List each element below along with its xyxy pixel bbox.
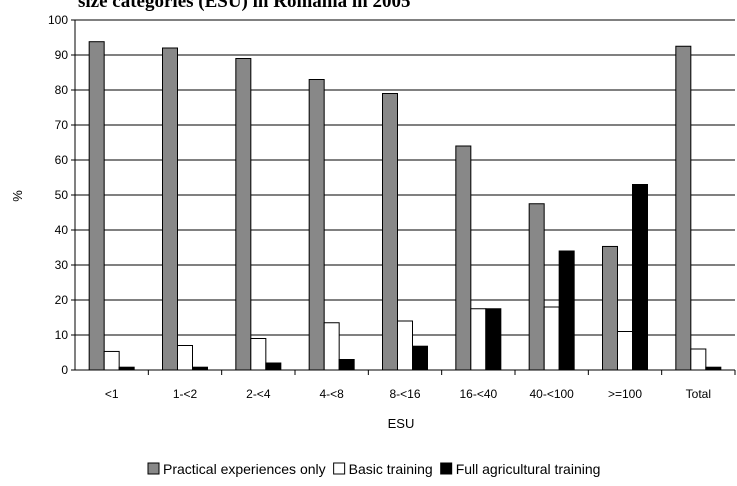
legend-swatch (147, 462, 160, 475)
x-tick-label: 4-<8 (319, 387, 344, 401)
x-tick-label: Total (686, 387, 711, 401)
legend: Practical experiences only Basic training… (147, 461, 601, 477)
y-axis-label: % (10, 190, 25, 202)
bar (323, 322, 340, 371)
bar (88, 41, 105, 371)
bar (103, 350, 120, 371)
x-tick-labels: <1 1-<2 2-<4 4-<8 8-<16 16-<40 40-<100 >=100 Tot… (105, 370, 736, 401)
y-tick-label: 0 (61, 363, 68, 377)
bar (528, 203, 545, 371)
x-tick-label: 40-<100 (529, 387, 574, 401)
legend-swatch (440, 462, 453, 475)
x-tick-label: <1 (105, 387, 119, 401)
bar (617, 331, 633, 371)
y-tick-label: 50 (55, 188, 69, 202)
bar (382, 93, 398, 371)
bar (177, 345, 193, 371)
x-tick-label: 2-<4 (246, 387, 271, 401)
y-tick-label: 90 (55, 48, 69, 62)
bar (162, 47, 178, 371)
y-tick-label: 70 (55, 118, 69, 132)
y-tick-label: 40 (55, 223, 69, 237)
legend-label: Basic training (349, 461, 433, 477)
bar (250, 338, 267, 371)
bar (397, 320, 413, 371)
y-tick-labels: 0 10 20 30 40 50 60 70 80 90 100 (48, 13, 68, 377)
y-tick-label: 20 (55, 293, 69, 307)
bar (632, 184, 648, 371)
legend-swatch (333, 462, 346, 475)
bar (558, 250, 575, 371)
bar (455, 145, 472, 371)
bar (675, 45, 692, 371)
legend-label: Full agricultural training (456, 461, 601, 477)
bar (485, 308, 502, 371)
chart-title: size categories (ESU) in Romania in 2005 (78, 0, 410, 12)
x-tick-label: 8-<16 (389, 387, 420, 401)
bar (235, 58, 252, 371)
bars (88, 41, 722, 371)
y-tick-label: 30 (55, 258, 69, 272)
bar (308, 79, 325, 371)
bar (265, 362, 282, 371)
y-tick-label: 80 (55, 83, 69, 97)
bar (602, 245, 618, 371)
y-tick-label: 10 (55, 328, 69, 342)
y-tick-label: 60 (55, 153, 69, 167)
legend-label: Practical experiences only (163, 461, 326, 477)
bar (338, 359, 355, 371)
x-tick-label: >=100 (608, 387, 642, 401)
y-tick-label: 100 (48, 13, 68, 27)
x-tick-label: 1-<2 (173, 387, 198, 401)
x-axis-label: ESU (388, 416, 415, 431)
bar (412, 345, 428, 371)
bar (470, 308, 487, 371)
bar (690, 348, 707, 371)
x-tick-label: 16-<40 (459, 387, 497, 401)
bar (543, 306, 560, 371)
gridlines (71, 19, 735, 371)
